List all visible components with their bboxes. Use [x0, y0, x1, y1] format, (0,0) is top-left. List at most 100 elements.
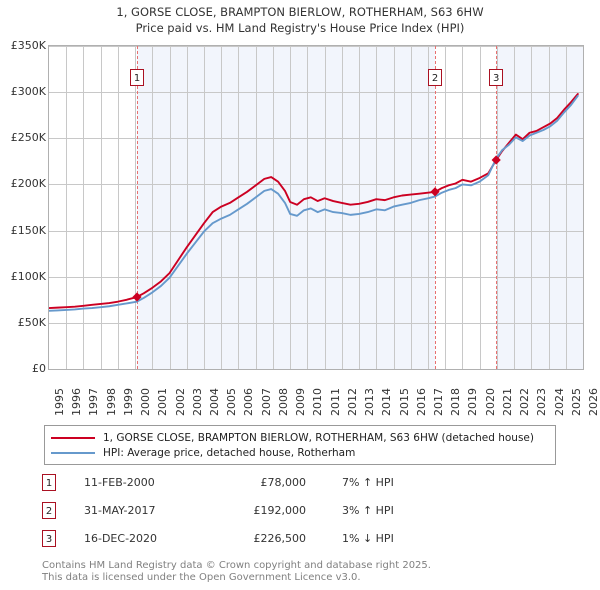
transaction-badge-1: 1 [42, 474, 56, 491]
x-axis-tick-label: 2013 [363, 388, 377, 416]
gridline-vertical [462, 46, 463, 369]
transaction-price-2: £192,000 [253, 504, 307, 517]
y-axis-tick-label: £50K [17, 315, 46, 329]
transaction-price-1: £78,000 [260, 476, 307, 489]
chart-legend: 1, GORSE CLOSE, BRAMPTON BIERLOW, ROTHER… [44, 425, 556, 465]
x-axis-tick-label: 2025 [569, 388, 583, 416]
sale-point-marker-2[interactable] [430, 187, 440, 197]
gridline-vertical [66, 46, 67, 369]
x-axis-tick-label: 2018 [449, 388, 463, 416]
gridline-horizontal [49, 231, 583, 232]
legend-label-hpi: HPI: Average price, detached house, Roth… [103, 446, 356, 459]
x-axis-tick-label: 2021 [500, 388, 514, 416]
x-axis-tick-label: 1999 [121, 388, 135, 416]
gridline-horizontal [49, 92, 583, 93]
chart-event-badge-3[interactable]: 3 [489, 69, 504, 86]
x-axis-tick-label: 2003 [190, 388, 204, 416]
y-axis-tick-label: £250K [10, 131, 46, 145]
gridline-vertical [101, 46, 102, 369]
x-axis-tick-label: 2009 [294, 388, 308, 416]
x-axis-tick-label: 2008 [276, 388, 290, 416]
chart-title-line-1: 1, GORSE CLOSE, BRAMPTON BIERLOW, ROTHER… [116, 5, 484, 19]
legend-swatch-hpi [51, 451, 95, 454]
attribution-line-2: This data is licensed under the Open Gov… [42, 572, 361, 583]
sale-point-marker-3[interactable] [491, 155, 501, 165]
transaction-badge-2: 2 [42, 502, 56, 519]
attribution-line-1: Contains HM Land Registry data © Crown c… [42, 560, 431, 571]
gridline-vertical [238, 46, 239, 369]
table-row[interactable]: 2 31-MAY-2017 £192,000 3% ↑ HPI [42, 502, 562, 530]
chart-plot-area [48, 45, 584, 370]
legend-swatch-property [51, 436, 95, 439]
gridline-horizontal [49, 46, 583, 47]
chart-event-badge-2[interactable]: 2 [428, 69, 443, 86]
transaction-hpi-delta-2: 3% ↑ HPI [342, 504, 394, 517]
y-axis-tick-label: £300K [10, 85, 46, 99]
sale-point-marker-1[interactable] [132, 292, 142, 302]
x-axis-tick-label: 2002 [173, 388, 187, 416]
transaction-date-2: 31-MAY-2017 [84, 504, 156, 517]
gridline-vertical [480, 46, 481, 369]
x-axis-tick-label: 1996 [70, 388, 84, 416]
gridline-vertical [549, 46, 550, 369]
x-axis-tick-label: 1997 [87, 388, 101, 416]
gridline-vertical [566, 46, 567, 369]
x-axis-tick-label: 2022 [518, 388, 532, 416]
legend-item-property: 1, GORSE CLOSE, BRAMPTON BIERLOW, ROTHER… [51, 430, 549, 445]
x-axis-tick-label: 2007 [259, 388, 273, 416]
transaction-badge-3: 3 [42, 530, 56, 547]
hpi-average-line [49, 94, 579, 312]
gridline-vertical [290, 46, 291, 369]
gridline-vertical [256, 46, 257, 369]
x-axis-tick-label: 2012 [345, 388, 359, 416]
gridline-vertical [342, 46, 343, 369]
x-axis-tick-label: 2023 [535, 388, 549, 416]
x-axis-tick-label: 2019 [466, 388, 480, 416]
x-axis-tick-label: 2026 [587, 388, 600, 416]
attribution-footer: Contains HM Land Registry data © Crown c… [42, 560, 582, 584]
gridline-horizontal [49, 138, 583, 139]
gridline-vertical [531, 46, 532, 369]
x-axis-tick-label: 2010 [311, 388, 325, 416]
gridline-vertical [359, 46, 360, 369]
table-row[interactable]: 3 16-DEC-2020 £226,500 1% ↓ HPI [42, 530, 562, 558]
gridline-vertical [187, 46, 188, 369]
table-row[interactable]: 1 11-FEB-2000 £78,000 7% ↑ HPI [42, 474, 562, 502]
gridline-vertical [583, 46, 584, 369]
legend-label-property: 1, GORSE CLOSE, BRAMPTON BIERLOW, ROTHER… [103, 431, 534, 444]
x-axis-tick-label: 2024 [552, 388, 566, 416]
ownership-band-1 [137, 46, 436, 369]
transactions-table: 1 11-FEB-2000 £78,000 7% ↑ HPI 2 31-MAY-… [42, 474, 562, 558]
gridline-vertical [497, 46, 498, 369]
x-axis-tick-label: 2015 [397, 388, 411, 416]
x-axis-tick-label: 2011 [328, 388, 342, 416]
gridline-vertical [411, 46, 412, 369]
transaction-price-3: £226,500 [253, 532, 307, 545]
transaction-hpi-delta-3: 1% ↓ HPI [342, 532, 394, 545]
transaction-date-3: 16-DEC-2020 [84, 532, 158, 545]
x-axis-tick-label: 2014 [380, 388, 394, 416]
gridline-vertical [135, 46, 136, 369]
ownership-band-2 [496, 46, 583, 369]
gridline-vertical [152, 46, 153, 369]
event-line-2 [435, 46, 437, 369]
y-axis-tick-label: £150K [10, 223, 46, 237]
property-price-line [49, 93, 579, 310]
chart-event-badge-1[interactable]: 1 [130, 69, 145, 86]
legend-item-hpi: HPI: Average price, detached house, Roth… [51, 445, 549, 460]
chart-title: 1, GORSE CLOSE, BRAMPTON BIERLOW, ROTHER… [0, 4, 600, 36]
x-axis-tick-label: 2000 [139, 388, 153, 416]
gridline-vertical [118, 46, 119, 369]
y-axis-labels: £0 £50K £100K £150K £200K £250K £300K £350K [0, 0, 46, 590]
y-axis-tick-label: £200K [10, 177, 46, 191]
gridline-horizontal [49, 184, 583, 185]
y-axis-tick-label: £350K [10, 39, 46, 52]
gridline-vertical [376, 46, 377, 369]
gridline-vertical [170, 46, 171, 369]
gridline-vertical [514, 46, 515, 369]
event-line-1 [137, 46, 139, 369]
gridline-vertical [445, 46, 446, 369]
gridline-vertical [273, 46, 274, 369]
x-axis-tick-label: 2004 [208, 388, 222, 416]
x-axis-tick-label: 2016 [414, 388, 428, 416]
